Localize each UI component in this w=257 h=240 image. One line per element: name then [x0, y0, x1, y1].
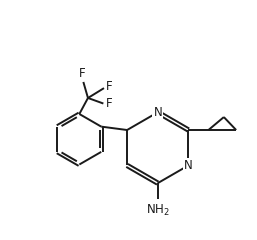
- Text: F: F: [106, 80, 113, 93]
- Text: NH$_2$: NH$_2$: [146, 203, 170, 218]
- Text: F: F: [106, 97, 112, 110]
- Text: N: N: [153, 106, 162, 119]
- Text: F: F: [78, 67, 85, 80]
- Text: N: N: [184, 159, 193, 172]
